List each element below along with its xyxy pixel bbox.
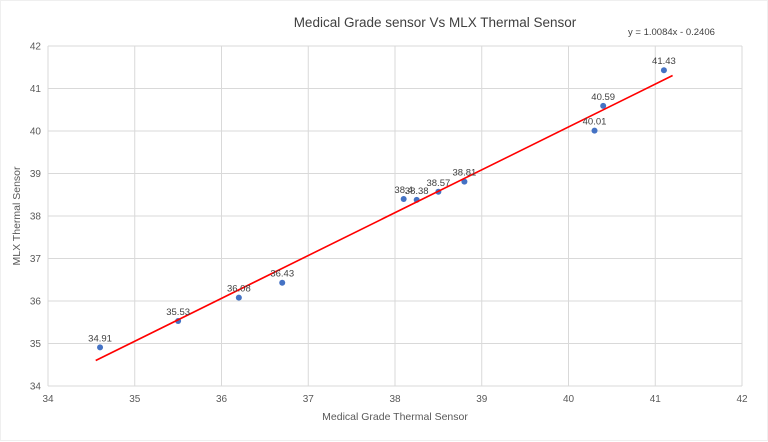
y-tick-label: 34 xyxy=(30,382,42,393)
data-point xyxy=(461,178,468,185)
point-label: 38.4 xyxy=(394,185,413,196)
y-tick-label: 38 xyxy=(30,212,42,223)
chart-title: Medical Grade sensor Vs MLX Thermal Sens… xyxy=(293,15,577,30)
point-label: 40.01 xyxy=(583,117,607,128)
y-tick-label: 42 xyxy=(30,42,42,53)
point-label: 35.53 xyxy=(166,307,190,318)
point-label: 41.43 xyxy=(652,56,676,67)
point-label: 38.38 xyxy=(405,186,429,197)
data-point xyxy=(400,196,407,202)
x-tick-label: 36 xyxy=(216,394,228,405)
x-tick-label: 35 xyxy=(129,394,141,405)
trendline-equation: y = 1.0084x - 0.2406 xyxy=(628,27,715,38)
point-label: 38.81 xyxy=(453,168,477,179)
y-tick-label: 39 xyxy=(30,169,42,180)
x-tick-label: 34 xyxy=(42,394,54,405)
trendline xyxy=(95,74,673,362)
x-tick-label: 39 xyxy=(476,394,488,405)
x-tick-label: 41 xyxy=(650,394,662,405)
point-label: 36.08 xyxy=(227,284,251,295)
y-tick-label: 36 xyxy=(30,297,42,308)
point-label: 40.59 xyxy=(591,92,615,103)
point-label: 36.43 xyxy=(270,269,294,280)
data-point xyxy=(97,344,104,351)
data-point xyxy=(660,67,667,74)
point-label: 34.91 xyxy=(88,333,112,344)
data-point xyxy=(591,127,598,134)
data-point xyxy=(235,294,242,301)
y-tick-label: 35 xyxy=(30,339,42,350)
y-tick-label: 41 xyxy=(30,84,42,95)
x-tick-label: 37 xyxy=(303,394,315,405)
data-point xyxy=(600,102,607,109)
point-label: 38.57 xyxy=(426,178,450,189)
x-axis-title: Medical Grade Thermal Sensor xyxy=(322,411,468,423)
y-axis-title: MLX Thermal Sensor xyxy=(11,166,23,266)
x-tick-label: 40 xyxy=(563,394,575,405)
data-point xyxy=(279,279,286,286)
y-tick-label: 40 xyxy=(30,127,42,138)
x-tick-label: 38 xyxy=(389,394,401,405)
x-tick-label: 42 xyxy=(736,394,748,405)
y-tick-label: 37 xyxy=(30,254,42,265)
